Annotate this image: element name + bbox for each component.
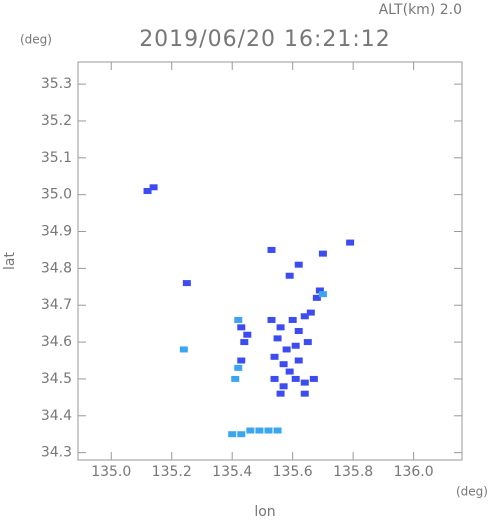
chart-title: 2019/06/20 16:21:12 — [139, 27, 391, 52]
echo-cell — [312, 294, 321, 301]
echo-cell — [315, 287, 324, 294]
echo-cell — [237, 431, 246, 438]
x-tick-label: 135.0 — [91, 464, 131, 480]
echo-cell — [149, 184, 158, 191]
echo-cell — [300, 390, 309, 397]
y-tick-label: 34.7 — [41, 297, 72, 313]
echo-cell — [285, 272, 294, 279]
echo-cell — [346, 239, 355, 246]
y-tick-label: 34.3 — [41, 445, 72, 461]
y-tick-label: 35.1 — [41, 150, 72, 166]
echo-cell — [246, 427, 255, 434]
echo-cell — [285, 368, 294, 375]
echo-cell — [306, 309, 315, 316]
echo-cell — [228, 431, 237, 438]
x-tick-label: 135.6 — [273, 464, 313, 480]
echo-cell — [294, 328, 303, 335]
echo-cell — [231, 375, 240, 382]
echo-cell — [309, 375, 318, 382]
echo-cell — [294, 357, 303, 364]
echo-cell — [318, 250, 327, 257]
echo-cell — [240, 339, 249, 346]
y-tick-label: 35.2 — [41, 113, 72, 129]
x-tick-label: 136.0 — [394, 464, 434, 480]
x-tick-label: 135.4 — [212, 464, 252, 480]
echo-cell — [237, 324, 246, 331]
y-tick-label: 35.3 — [41, 76, 72, 92]
echo-cell — [182, 280, 191, 287]
echo-cell — [273, 335, 282, 342]
echo-cell — [267, 246, 276, 253]
x-unit: (deg) — [456, 485, 488, 499]
x-tick-label: 135.2 — [152, 464, 192, 480]
echo-cell — [270, 353, 279, 360]
echo-cell — [291, 342, 300, 349]
echo-cell — [279, 383, 288, 390]
echo-cell — [276, 324, 285, 331]
echo-cell — [282, 346, 291, 353]
echo-cell — [273, 427, 282, 434]
y-axis-label: lat — [2, 252, 18, 270]
echo-cell — [264, 427, 273, 434]
echo-cell — [276, 390, 285, 397]
echo-cell — [303, 339, 312, 346]
echo-cell — [279, 361, 288, 368]
x-tick-label: 135.8 — [333, 464, 373, 480]
echo-cell — [237, 357, 246, 364]
y-tick-label: 34.5 — [41, 371, 72, 387]
y-tick-label: 34.8 — [41, 260, 72, 276]
echo-cell — [143, 187, 152, 194]
y-tick-label: 34.4 — [41, 408, 72, 424]
plot-frame — [77, 61, 463, 461]
echo-cell — [234, 364, 243, 371]
y-tick-label: 35.0 — [41, 187, 72, 203]
echo-cell — [288, 316, 297, 323]
echo-cell — [243, 331, 252, 338]
echo-cell — [267, 316, 276, 323]
echo-cell — [179, 346, 188, 353]
echo-cell — [291, 375, 300, 382]
x-axis-label: lon — [254, 504, 275, 520]
y-unit: (deg) — [20, 33, 52, 47]
y-tick-label: 34.9 — [41, 224, 72, 240]
y-tick-label: 34.6 — [41, 334, 72, 350]
echo-cell — [300, 313, 309, 320]
echo-cell — [270, 375, 279, 382]
echo-cell — [294, 261, 303, 268]
echo-cell — [300, 379, 309, 386]
subtitle: ALT(km) 2.0 — [379, 2, 462, 18]
echo-cell — [255, 427, 264, 434]
echo-cell — [318, 291, 327, 298]
echo-cell — [234, 316, 243, 323]
